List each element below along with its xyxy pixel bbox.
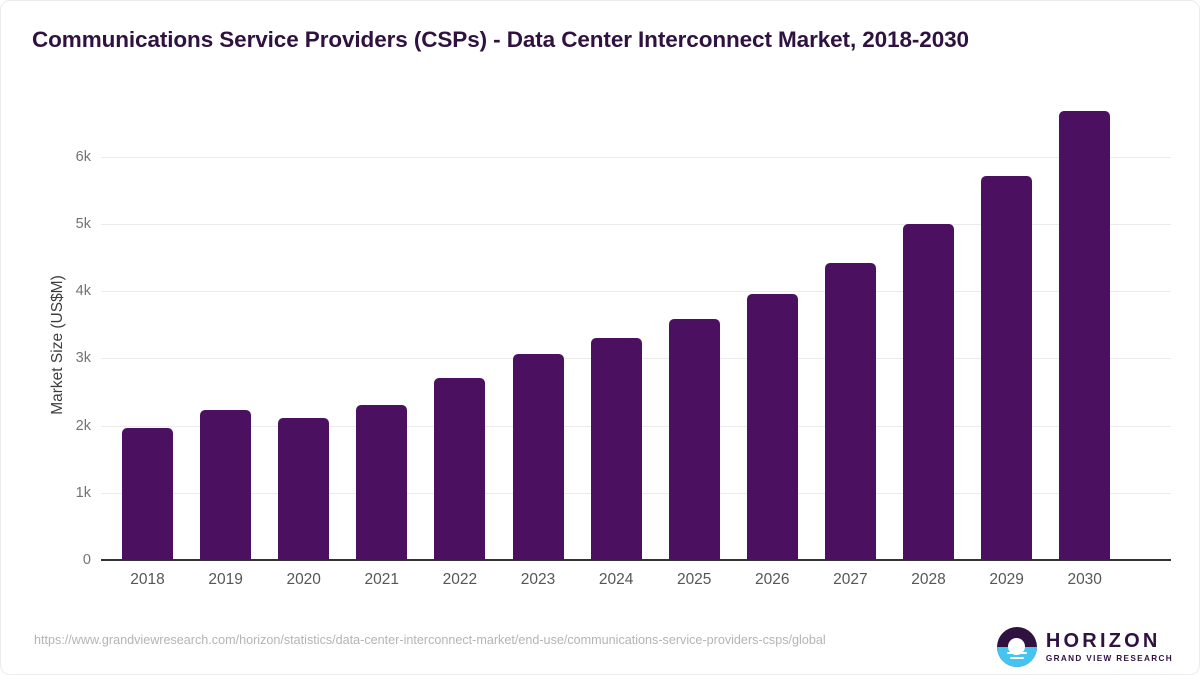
x-axis-tick-label-2026: 2026 xyxy=(755,571,790,588)
gridline xyxy=(101,223,1171,225)
x-axis-tick-label-2023: 2023 xyxy=(520,571,556,588)
bar-2028[interactable] xyxy=(903,224,954,560)
x-axis-tick-label-2020: 2020 xyxy=(286,571,321,588)
y-axis-tick-label: 6k xyxy=(75,148,91,165)
bar-2030[interactable] xyxy=(1059,111,1111,560)
logo-text: HORIZON GRAND VIEW RESEARCH xyxy=(1046,631,1173,663)
x-axis-tick-label-2019: 2019 xyxy=(208,571,243,588)
x-axis-tick-label-2021: 2021 xyxy=(364,571,400,588)
y-axis-tick-label: 2k xyxy=(75,417,91,434)
bars-group: 2018 2019 2020 2021 2022 2023 2024 2025 2026 2027… xyxy=(1,1,1199,601)
horizon-logo: HORIZON GRAND VIEW RESEARCH xyxy=(996,627,1173,667)
source-url[interactable]: https://www.grandviewresearch.com/horizo… xyxy=(34,633,826,647)
y-axis-tick-label: 5k xyxy=(75,215,91,232)
x-axis-tick-label-2018: 2018 xyxy=(130,571,165,588)
x-axis-tick-label-2025: 2025 xyxy=(676,571,712,588)
x-axis-line xyxy=(101,559,1171,561)
bar-2021[interactable] xyxy=(356,405,408,560)
x-axis-tick-label-2030: 2030 xyxy=(1067,571,1102,588)
gridline xyxy=(101,291,1171,292)
bar-2023[interactable] xyxy=(512,353,564,560)
bar-2026[interactable] xyxy=(746,294,798,560)
horizon-sun-icon xyxy=(996,627,1037,667)
x-axis-tick-label-2029: 2029 xyxy=(989,571,1024,588)
bar-2018[interactable] xyxy=(122,427,173,560)
bar-2027[interactable] xyxy=(824,262,876,560)
logo-name: HORIZON xyxy=(1045,629,1161,652)
x-axis-tick-label-2028: 2028 xyxy=(911,571,946,588)
y-axis-tick-label: 3k xyxy=(75,350,91,367)
bar-2024[interactable] xyxy=(590,338,642,560)
x-axis-tick-label-2024: 2024 xyxy=(598,571,634,588)
gridline xyxy=(101,156,1171,158)
bar-2025[interactable] xyxy=(668,318,720,560)
logo-tagline: GRAND VIEW RESEARCH xyxy=(1045,653,1173,663)
chart-footer: https://www.grandviewresearch.com/horizo… xyxy=(1,617,1199,674)
x-axis-tick-label-2022: 2022 xyxy=(442,571,478,588)
y-axis-tick-label: 1k xyxy=(75,484,91,501)
chart-plot-area: Market Size (US$M) 0 1k 2k 3k 4k 5k 6k 2018 201… xyxy=(1,1,1199,601)
y-axis-tick-label: 0 xyxy=(82,552,91,568)
page-title: Communications Service Providers (CSPs) … xyxy=(32,27,969,52)
bar-2019[interactable] xyxy=(200,410,252,560)
bar-2020[interactable] xyxy=(278,418,330,560)
bar-2029[interactable] xyxy=(981,176,1033,560)
bar-2022[interactable] xyxy=(434,378,486,560)
y-axis-tick-label: 4k xyxy=(75,283,91,299)
x-axis-tick-label-2027: 2027 xyxy=(833,571,868,588)
